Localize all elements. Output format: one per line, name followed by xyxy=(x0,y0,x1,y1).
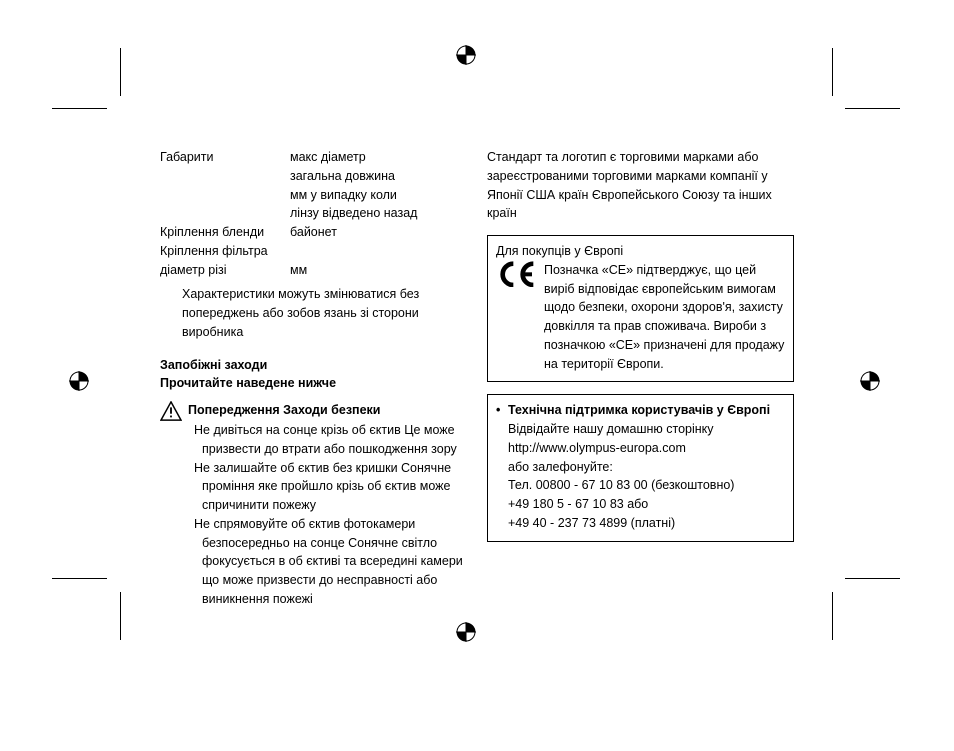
registration-mark-icon xyxy=(456,622,476,642)
crop-mark xyxy=(120,592,121,640)
support-line: +49 40 - 237 73 4899 (платні) xyxy=(508,514,785,533)
registration-mark-icon xyxy=(860,371,880,391)
support-line: +49 180 5 - 67 10 83 або xyxy=(508,495,785,514)
crop-mark xyxy=(52,578,107,579)
warning-item: Не залишайте об єктив без кришки Сонячне… xyxy=(194,459,467,515)
crop-mark xyxy=(832,592,833,640)
crop-mark xyxy=(52,108,107,109)
spec-note: Характеристики можуть змінюватися без по… xyxy=(182,285,467,341)
left-column: Габаритимакс діаметрзагальна довжинамм у… xyxy=(160,148,467,609)
spec-row: діаметр різімм xyxy=(160,261,467,280)
ce-mark-icon xyxy=(496,261,536,293)
spec-value: байонет xyxy=(290,223,467,242)
warning-item: Не спрямовуйте об єктив фотокамери безпо… xyxy=(194,515,467,609)
spec-row: Кріплення фільтра xyxy=(160,242,467,261)
warning-heading: Попередження Заходи безпеки xyxy=(160,401,467,421)
support-line: Відвідайте нашу домашню сторінку xyxy=(508,420,785,439)
safety-heading: Запобіжні заходи Прочитайте наведене ниж… xyxy=(160,356,467,394)
warning-title: Попередження Заходи безпеки xyxy=(188,401,380,420)
crop-mark xyxy=(832,48,833,96)
spec-row: Габаритимакс діаметрзагальна довжинамм у… xyxy=(160,148,467,223)
spec-label: діаметр різі xyxy=(160,261,290,280)
support-title: • Технічна підтримка користувачів у Євро… xyxy=(496,401,785,420)
page-content: Габаритимакс діаметрзагальна довжинамм у… xyxy=(160,148,794,609)
trademark-paragraph: Стандарт та логотип є торговими марками … xyxy=(487,148,794,223)
ce-box-text: Позначка «CE» підтверджує, що цей виріб … xyxy=(544,261,785,374)
support-line: або залефонуйте: xyxy=(508,458,785,477)
warning-triangle-icon xyxy=(160,401,182,421)
spec-value xyxy=(290,242,467,261)
spec-value: мм xyxy=(290,261,467,280)
warning-list: Не дивіться на сонце крізь об єктив Це м… xyxy=(194,421,467,609)
spec-value: макс діаметрзагальна довжинамм у випадку… xyxy=(290,148,467,223)
crop-mark xyxy=(845,108,900,109)
spec-label: Габарити xyxy=(160,148,290,223)
registration-mark-icon xyxy=(69,371,89,391)
registration-mark-icon xyxy=(456,45,476,65)
warning-item: Не дивіться на сонце крізь об єктив Це м… xyxy=(194,421,467,459)
ce-box: Для покупців у Європі Позначка «CE» підт… xyxy=(487,235,794,382)
support-line: Тел. 00800 - 67 10 83 00 (безкоштовно) xyxy=(508,476,785,495)
ce-box-title: Для покупців у Європі xyxy=(496,242,785,261)
spec-table: Габаритимакс діаметрзагальна довжинамм у… xyxy=(160,148,467,279)
spec-row: Кріплення блендибайонет xyxy=(160,223,467,242)
right-column: Стандарт та логотип є торговими марками … xyxy=(487,148,794,609)
spec-label: Кріплення фільтра xyxy=(160,242,290,261)
crop-mark xyxy=(120,48,121,96)
support-body: Відвідайте нашу домашню сторінкуhttp://w… xyxy=(508,420,785,533)
support-box: • Технічна підтримка користувачів у Євро… xyxy=(487,394,794,541)
support-line: http://www.olympus-europa.com xyxy=(508,439,785,458)
spec-label: Кріплення бленди xyxy=(160,223,290,242)
crop-mark xyxy=(845,578,900,579)
